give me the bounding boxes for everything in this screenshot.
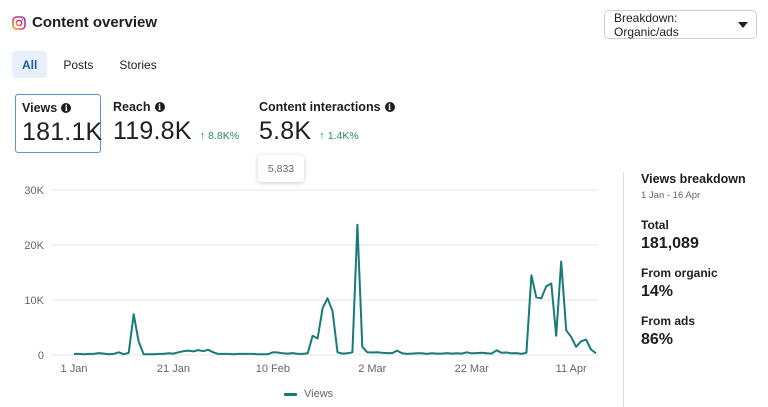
y-tick-label: 10K: [24, 295, 44, 307]
metric-card-views[interactable]: Views i 181.1K: [15, 94, 103, 153]
x-tick-label: 22 Mar: [455, 363, 490, 375]
info-icon[interactable]: i: [154, 102, 165, 112]
delta-value: 1.4K%: [327, 130, 359, 142]
tab-all[interactable]: All: [12, 51, 48, 78]
breakdown-label: Breakdown: Organic/ads: [614, 10, 679, 39]
page-title: Content overview: [32, 14, 158, 31]
value-tooltip: 5,833: [258, 155, 304, 182]
header: Content overview: [12, 14, 157, 31]
divider: [623, 172, 624, 407]
x-tick-label: 1 Jan: [61, 363, 88, 375]
x-tick-label: 11 Apr: [556, 363, 587, 375]
legend-swatch: [284, 392, 297, 396]
metric-delta-reach: ↑ 8.8K%: [200, 130, 239, 142]
info-icon[interactable]: i: [384, 102, 395, 112]
arrow-up-icon: ↑: [199, 130, 206, 142]
metric-label-interactions: Content interactions: [259, 100, 381, 114]
breakdown-dropdown[interactable]: Breakdown: Organic/ads: [604, 10, 757, 39]
y-tick-label: 0: [38, 350, 44, 362]
y-tick-label: 20K: [24, 240, 44, 252]
organic-value: 14%: [641, 283, 674, 300]
metric-label-views: Views: [22, 101, 58, 115]
series-line-views: [74, 223, 597, 356]
x-tick-label: 2 Mar: [358, 363, 386, 375]
tab-stories[interactable]: Stories: [119, 57, 157, 72]
caret-down-icon: [738, 21, 748, 28]
ads-label: From ads: [641, 314, 696, 328]
arrow-up-icon: ↑: [319, 130, 325, 142]
total-label: Total: [641, 218, 669, 232]
views-line-chart: 0 10K 20K 30K 1 Jan 21 Jan 10 Feb 2 Mar 22 Mar 11…: [24, 185, 598, 375]
ads-value: 86%: [641, 331, 674, 348]
metric-value-reach: 119.8K: [113, 117, 192, 145]
metric-card-interactions[interactable]: Content interactions i 5.8K ↑ 1.4K%: [253, 94, 403, 153]
total-value: 181,089: [641, 235, 699, 252]
metric-card-reach[interactable]: Reach i 119.8K ↑ 8.8K%: [107, 94, 252, 153]
content-tabs: All Posts Stories: [12, 51, 167, 78]
info-icon[interactable]: i: [61, 103, 72, 113]
tab-posts[interactable]: Posts: [63, 57, 94, 72]
date-range: 1 Jan - 16 Apr: [641, 190, 701, 201]
organic-label: From organic: [641, 266, 718, 280]
instagram-icon: [12, 15, 26, 30]
x-tick-label: 10 Feb: [256, 363, 290, 375]
views-breakdown-panel: Views breakdown 1 Jan - 16 Apr Total 181…: [641, 172, 766, 349]
delta-value: 8.8K%: [208, 130, 240, 142]
y-tick-label: 30K: [24, 185, 44, 197]
metric-value-views: 181.1K: [22, 118, 103, 146]
metric-value-interactions: 5.8K: [259, 117, 312, 145]
legend-label: Views: [304, 388, 334, 400]
metric-label-reach: Reach: [113, 100, 151, 114]
chart-legend[interactable]: Views: [284, 388, 333, 400]
breakdown-title: Views breakdown: [641, 172, 746, 186]
metric-delta-interactions: ↑ 1.4K%: [319, 130, 358, 142]
x-tick-label: 21 Jan: [157, 363, 190, 375]
